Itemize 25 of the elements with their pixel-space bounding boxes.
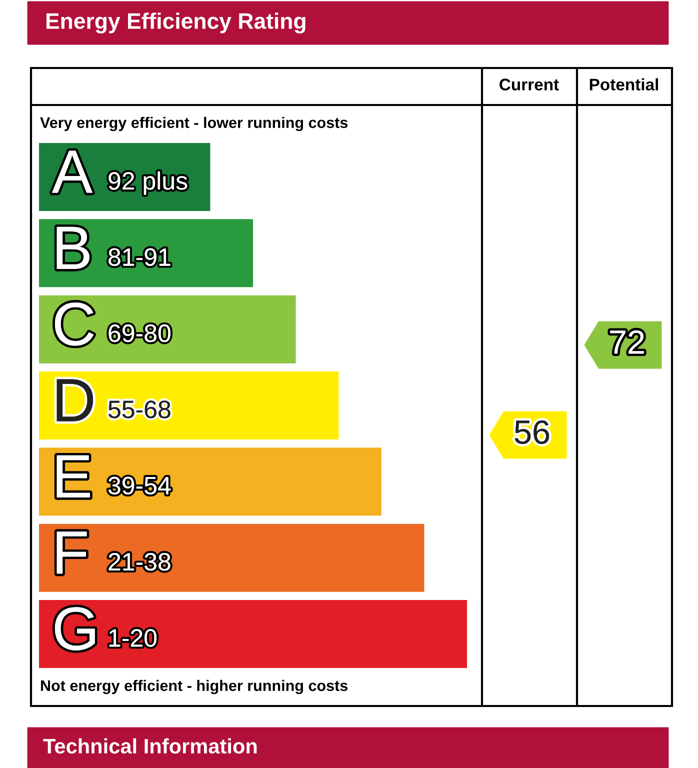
- annotation: 81-91: [108, 248, 170, 266]
- y-tick-label: E: [56, 455, 90, 498]
- y-tick-label: D: [56, 379, 94, 422]
- text: 72: [610, 330, 644, 354]
- text: Technical Information: [43, 738, 257, 754]
- text: Potential: [590, 78, 658, 90]
- y-tick-label: G: [54, 607, 95, 650]
- annotation: 69-80: [108, 324, 170, 342]
- text: Current: [500, 78, 559, 90]
- y-tick-label: C: [54, 302, 94, 346]
- annotation: 92 plus: [108, 171, 188, 195]
- bar: [39, 448, 382, 516]
- bar: [39, 600, 467, 668]
- chart-title: Energy Efficiency Rating: [46, 12, 306, 34]
- y-tick-label: F: [56, 532, 87, 574]
- text: Very energy efficient - lower running costs: [40, 116, 348, 132]
- y-tick-label: A: [52, 150, 92, 193]
- bar: [39, 524, 424, 592]
- annotation: 21-38: [108, 552, 170, 571]
- annotation: 1-20: [109, 629, 157, 647]
- y-tick-label: B: [56, 226, 90, 269]
- annotation: 55-68: [108, 400, 170, 418]
- annotation: 39-54: [108, 476, 171, 494]
- text: 56: [514, 420, 550, 444]
- text: Not energy efficient - higher running costs: [41, 680, 348, 694]
